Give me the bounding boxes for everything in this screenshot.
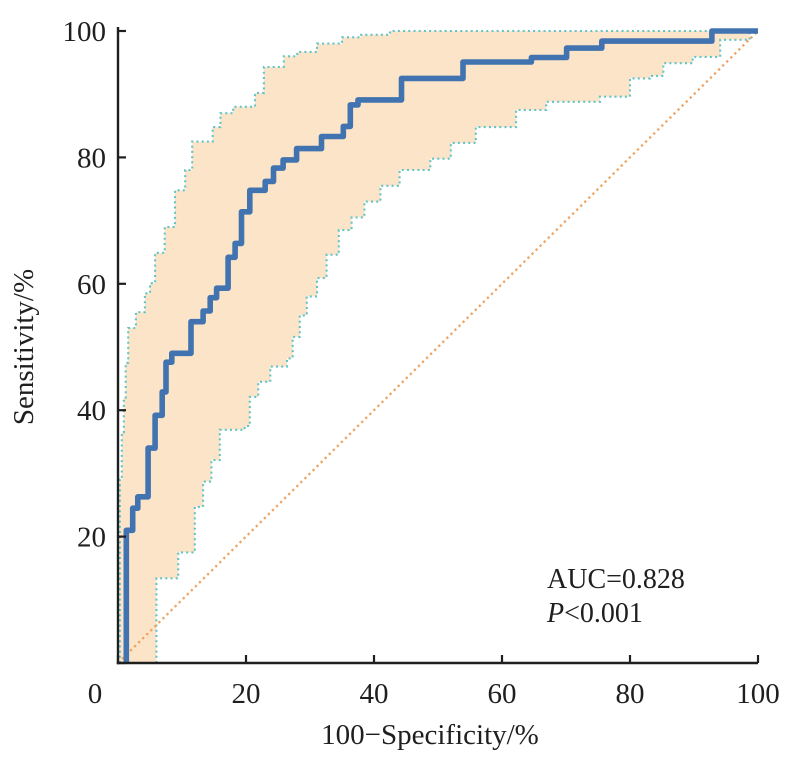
x-axis-title: 100−Specificity/%	[321, 719, 539, 751]
roc-curve-path	[123, 28, 758, 663]
auc-annotation: AUC=0.828	[547, 564, 685, 595]
x-tick-label: 20	[232, 678, 261, 710]
x-tick-label: 100	[736, 678, 780, 710]
confidence-band	[119, 31, 758, 663]
pvalue-italic-p: P	[546, 598, 564, 629]
ci-lower-dotted-path	[155, 29, 758, 663]
ci-upper-line	[118, 29, 758, 663]
roc-curve-line	[123, 28, 758, 663]
reference-diagonal-path	[117, 30, 759, 664]
y-tick-label: 20	[77, 522, 106, 554]
origin-tick-label: 0	[88, 678, 103, 710]
ci-upper-dotted-path	[118, 29, 758, 663]
reference-diagonal-line	[117, 30, 759, 664]
y-axis-ticks: 20 40 60 80 100	[63, 16, 126, 665]
confidence-band-fill	[119, 31, 758, 663]
x-tick-label: 80	[616, 678, 645, 710]
x-tick-label: 60	[488, 678, 517, 710]
y-tick-label: 100	[63, 16, 107, 48]
x-axis-ticks: 20 40 60 80 100 0	[88, 655, 780, 710]
x-tick-label: 40	[360, 678, 389, 710]
y-tick-label: 60	[77, 269, 106, 301]
pvalue-annotation: P<0.001	[546, 598, 643, 629]
ci-lower-line	[155, 29, 758, 663]
axes	[116, 27, 758, 665]
y-tick-label: 80	[77, 142, 106, 174]
y-axis-title: Sensitivity/%	[8, 269, 40, 425]
y-tick-label: 40	[77, 395, 106, 427]
pvalue-rest: <0.001	[564, 598, 643, 629]
